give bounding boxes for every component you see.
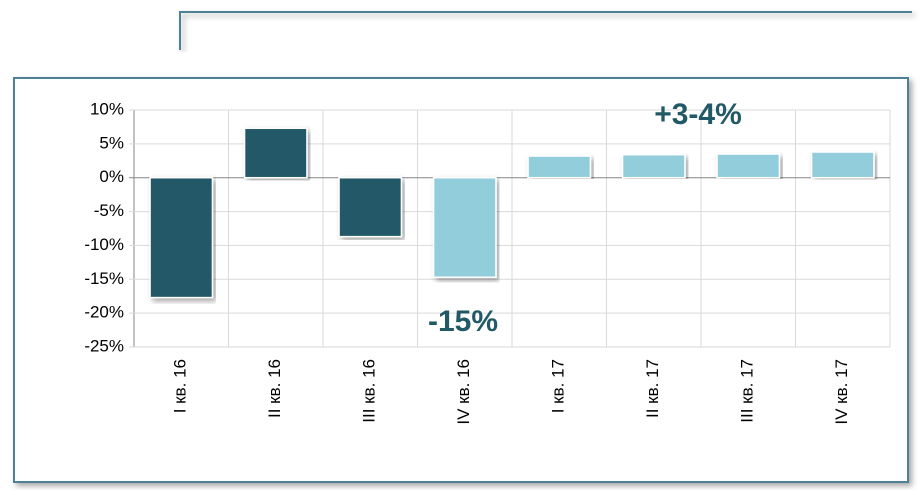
x-tick-label: II кв. 16 [265,359,284,418]
annotation: +3-4% [654,98,742,131]
annotation: -15% [428,305,498,338]
y-tick-label: -15% [84,269,124,288]
y-tick-label: 0% [99,167,124,186]
y-tick-label: -25% [84,336,124,355]
x-tick-label: I кв. 17 [549,359,568,413]
x-tick-label: III кв. 16 [360,359,379,423]
x-tick-label: II кв. 17 [643,359,662,418]
y-tick-label: -10% [84,235,124,254]
bar [149,176,214,299]
bar [621,153,686,179]
y-tick-label: 5% [99,133,124,152]
x-tick-label: I кв. 16 [171,359,190,413]
y-tick-label: 10% [90,99,124,118]
bar [338,176,403,238]
y-tick-label: -20% [84,303,124,322]
bar [716,153,781,179]
bar [527,155,592,179]
y-tick-label: -5% [94,201,124,220]
bar [432,176,497,279]
bar [243,127,308,179]
plot-area: -25% -20% -15% -10% -5% 0% 5% 10% I кв. 16 II кв.… [84,98,891,425]
header-bracket [179,11,912,50]
x-tick-label: IV кв. 17 [832,359,851,425]
bar [810,151,875,179]
x-tick-label: III кв. 17 [738,359,757,423]
x-tick-label: IV кв. 16 [454,359,473,425]
